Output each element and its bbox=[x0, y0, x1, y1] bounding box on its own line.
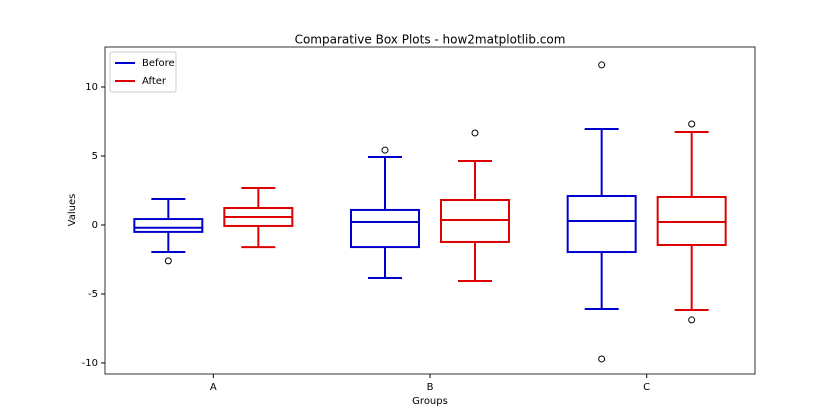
flier bbox=[688, 316, 696, 324]
flier bbox=[688, 120, 696, 128]
x-axis-label: Groups bbox=[412, 396, 448, 407]
legend-label: After bbox=[142, 76, 167, 87]
flier bbox=[598, 61, 606, 69]
flier bbox=[164, 257, 172, 265]
y-tick-label: -10 bbox=[82, 358, 98, 369]
legend-label: Before bbox=[142, 58, 175, 69]
flier bbox=[381, 146, 389, 154]
x-tick-label: A bbox=[210, 382, 217, 393]
y-tick-label: 10 bbox=[85, 82, 98, 93]
chart-title: Comparative Box Plots - how2matplotlib.c… bbox=[295, 33, 566, 47]
flier bbox=[598, 355, 606, 363]
y-axis-label: Values bbox=[67, 194, 78, 227]
y-tick-label: -5 bbox=[88, 289, 98, 300]
y-tick-label: 0 bbox=[92, 220, 98, 231]
x-tick-label: B bbox=[427, 382, 434, 393]
y-tick-label: 5 bbox=[92, 151, 98, 162]
flier bbox=[471, 129, 479, 137]
x-tick-label: C bbox=[643, 382, 650, 393]
box bbox=[566, 195, 637, 254]
box bbox=[133, 218, 204, 233]
box bbox=[350, 208, 420, 249]
